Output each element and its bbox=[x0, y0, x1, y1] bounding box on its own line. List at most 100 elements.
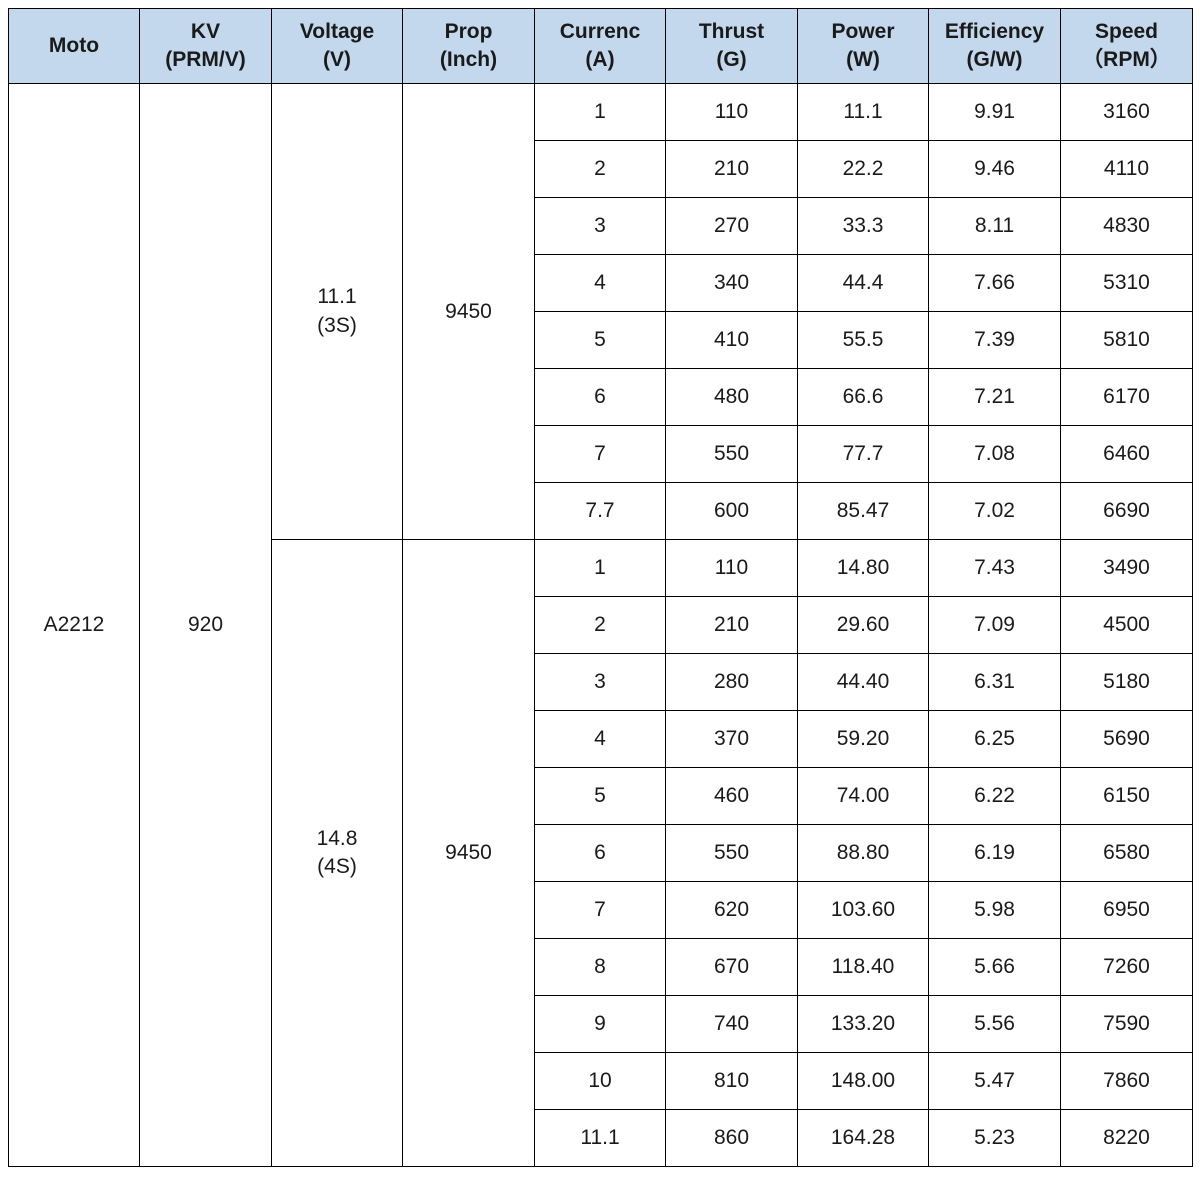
cell-current: 5 bbox=[535, 312, 666, 369]
cell-current: 11.1 bbox=[535, 1110, 666, 1167]
cell-current: 9 bbox=[535, 996, 666, 1053]
cell-efficiency: 8.11 bbox=[929, 198, 1061, 255]
cell-efficiency: 7.09 bbox=[929, 597, 1061, 654]
cell-thrust: 550 bbox=[666, 426, 798, 483]
cell-efficiency: 6.19 bbox=[929, 825, 1061, 882]
cell-efficiency: 7.39 bbox=[929, 312, 1061, 369]
cell-speed: 6170 bbox=[1061, 369, 1193, 426]
col-speed: Speed （RPM） bbox=[1061, 9, 1193, 84]
col-kv: KV (PRM/V) bbox=[140, 9, 272, 84]
col-power: Power (W) bbox=[798, 9, 929, 84]
cell-power: 66.6 bbox=[798, 369, 929, 426]
cell-speed: 6580 bbox=[1061, 825, 1193, 882]
col-current: Currenc (A) bbox=[535, 9, 666, 84]
cell-thrust: 550 bbox=[666, 825, 798, 882]
cell-efficiency: 6.22 bbox=[929, 768, 1061, 825]
cell-current: 6 bbox=[535, 369, 666, 426]
cell-power: 85.47 bbox=[798, 483, 929, 540]
col-efficiency: Efficiency (G/W) bbox=[929, 9, 1061, 84]
cell-efficiency: 7.08 bbox=[929, 426, 1061, 483]
cell-thrust: 740 bbox=[666, 996, 798, 1053]
cell-efficiency: 6.25 bbox=[929, 711, 1061, 768]
cell-current: 4 bbox=[535, 711, 666, 768]
cell-power: 118.40 bbox=[798, 939, 929, 996]
cell-power: 164.28 bbox=[798, 1110, 929, 1167]
cell-power: 44.4 bbox=[798, 255, 929, 312]
cell-power: 22.2 bbox=[798, 141, 929, 198]
cell-thrust: 110 bbox=[666, 84, 798, 141]
cell-thrust: 110 bbox=[666, 540, 798, 597]
cell-current: 1 bbox=[535, 540, 666, 597]
cell-thrust: 270 bbox=[666, 198, 798, 255]
cell-kv: 920 bbox=[140, 84, 272, 1167]
header-row: Moto KV (PRM/V) Voltage (V) Prop (Inch) … bbox=[9, 9, 1193, 84]
cell-power: 29.60 bbox=[798, 597, 929, 654]
cell-speed: 6950 bbox=[1061, 882, 1193, 939]
cell-power: 11.1 bbox=[798, 84, 929, 141]
cell-thrust: 620 bbox=[666, 882, 798, 939]
cell-speed: 6150 bbox=[1061, 768, 1193, 825]
cell-prop: 9450 bbox=[403, 84, 535, 540]
cell-speed: 5180 bbox=[1061, 654, 1193, 711]
cell-power: 44.40 bbox=[798, 654, 929, 711]
cell-thrust: 210 bbox=[666, 597, 798, 654]
cell-thrust: 670 bbox=[666, 939, 798, 996]
cell-efficiency: 5.98 bbox=[929, 882, 1061, 939]
cell-current: 5 bbox=[535, 768, 666, 825]
cell-current: 4 bbox=[535, 255, 666, 312]
cell-speed: 4110 bbox=[1061, 141, 1193, 198]
cell-power: 33.3 bbox=[798, 198, 929, 255]
cell-voltage-3s: 11.1(3S) bbox=[272, 84, 403, 540]
col-voltage: Voltage (V) bbox=[272, 9, 403, 84]
cell-current: 10 bbox=[535, 1053, 666, 1110]
cell-speed: 7590 bbox=[1061, 996, 1193, 1053]
cell-speed: 7860 bbox=[1061, 1053, 1193, 1110]
cell-speed: 8220 bbox=[1061, 1110, 1193, 1167]
cell-speed: 7260 bbox=[1061, 939, 1193, 996]
cell-speed: 5310 bbox=[1061, 255, 1193, 312]
cell-thrust: 600 bbox=[666, 483, 798, 540]
cell-efficiency: 9.91 bbox=[929, 84, 1061, 141]
cell-current: 7 bbox=[535, 882, 666, 939]
cell-voltage-4s: 14.8(4S) bbox=[272, 540, 403, 1167]
cell-efficiency: 5.56 bbox=[929, 996, 1061, 1053]
cell-efficiency: 6.31 bbox=[929, 654, 1061, 711]
cell-thrust: 280 bbox=[666, 654, 798, 711]
cell-efficiency: 7.66 bbox=[929, 255, 1061, 312]
cell-moto: A2212 bbox=[9, 84, 140, 1167]
cell-efficiency: 7.43 bbox=[929, 540, 1061, 597]
cell-current: 8 bbox=[535, 939, 666, 996]
cell-power: 103.60 bbox=[798, 882, 929, 939]
cell-power: 74.00 bbox=[798, 768, 929, 825]
table-row: A221292011.1(3S)9450111011.19.913160 bbox=[9, 84, 1193, 141]
cell-thrust: 340 bbox=[666, 255, 798, 312]
cell-thrust: 410 bbox=[666, 312, 798, 369]
cell-power: 59.20 bbox=[798, 711, 929, 768]
cell-efficiency: 9.46 bbox=[929, 141, 1061, 198]
cell-thrust: 860 bbox=[666, 1110, 798, 1167]
col-thrust: Thrust (G) bbox=[666, 9, 798, 84]
motor-performance-table: Moto KV (PRM/V) Voltage (V) Prop (Inch) … bbox=[8, 8, 1193, 1167]
cell-speed: 4500 bbox=[1061, 597, 1193, 654]
cell-speed: 6460 bbox=[1061, 426, 1193, 483]
cell-current: 6 bbox=[535, 825, 666, 882]
table-body: A221292011.1(3S)9450111011.19.9131602210… bbox=[9, 84, 1193, 1167]
cell-thrust: 460 bbox=[666, 768, 798, 825]
cell-efficiency: 5.47 bbox=[929, 1053, 1061, 1110]
cell-power: 77.7 bbox=[798, 426, 929, 483]
cell-power: 88.80 bbox=[798, 825, 929, 882]
cell-efficiency: 7.21 bbox=[929, 369, 1061, 426]
cell-current: 7.7 bbox=[535, 483, 666, 540]
cell-current: 1 bbox=[535, 84, 666, 141]
cell-power: 55.5 bbox=[798, 312, 929, 369]
cell-speed: 5690 bbox=[1061, 711, 1193, 768]
cell-thrust: 480 bbox=[666, 369, 798, 426]
cell-speed: 4830 bbox=[1061, 198, 1193, 255]
col-prop: Prop (Inch) bbox=[403, 9, 535, 84]
cell-speed: 6690 bbox=[1061, 483, 1193, 540]
cell-thrust: 210 bbox=[666, 141, 798, 198]
cell-current: 2 bbox=[535, 597, 666, 654]
cell-efficiency: 5.66 bbox=[929, 939, 1061, 996]
cell-speed: 3490 bbox=[1061, 540, 1193, 597]
cell-thrust: 810 bbox=[666, 1053, 798, 1110]
